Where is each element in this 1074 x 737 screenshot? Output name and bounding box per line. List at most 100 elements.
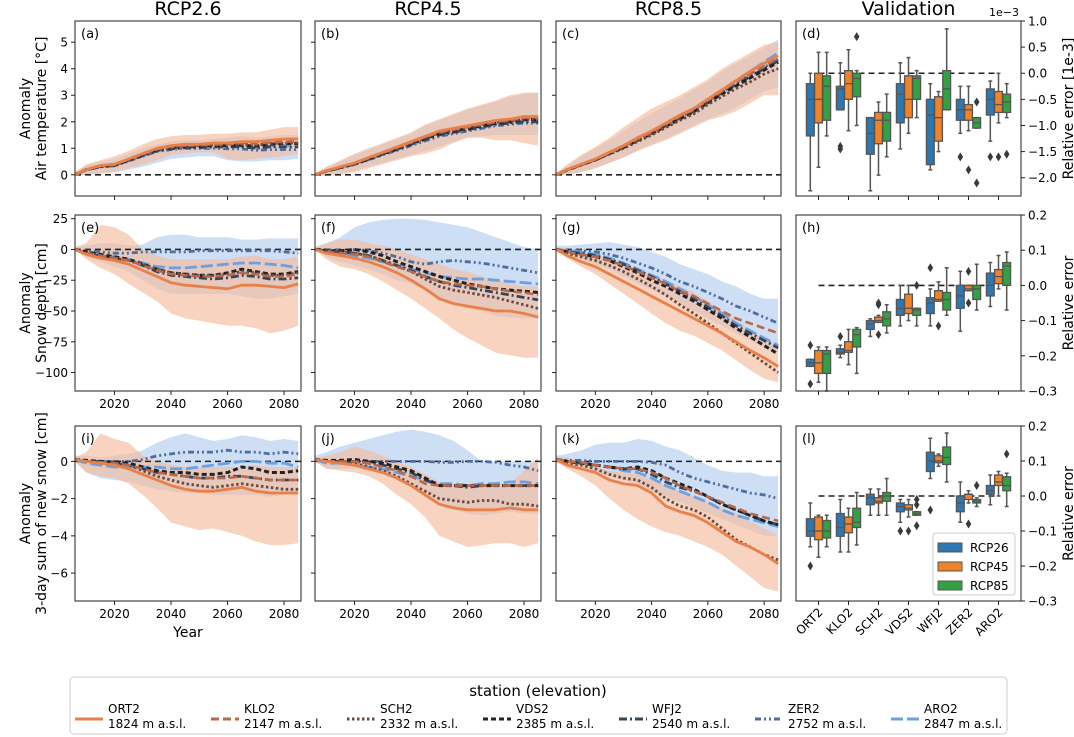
legend-station-elevation: 1824 m a.s.l. [108,717,186,731]
panel-label: (i) [81,432,95,447]
outlier-marker [913,500,920,510]
outlier-marker [913,521,920,531]
outlier-marker [905,526,912,536]
y-tick-label: 4 [60,62,68,76]
y-tick-label: −25 [43,274,68,288]
legend-station-name: ARO2 [924,702,958,716]
legend-station-elevation: 2540 m a.s.l. [652,717,730,731]
boxplot-RCP85-ZER2 [972,481,982,508]
row-ylabel-line2: 3-day sum of new snow [cm] [34,412,50,615]
panel-label: (f) [321,221,336,236]
boxplot-RCP85-ORT2 [822,514,832,548]
series-line-ORT2 [75,137,299,177]
validation-ylabel: Relative error [1061,255,1074,350]
boxplot-RCP45-KLO2 [843,48,854,132]
box [903,75,914,119]
legend-label-RCP85: RCP85 [970,579,1009,593]
boxplot-RCP45-KLO2 [843,507,854,553]
y-tick-label: 0.0 [1028,490,1047,504]
y-tick-label: 0.0 [1028,67,1047,81]
outlier-marker [1003,149,1010,159]
box [805,83,815,137]
boxplot-RCP26-WFJ2 [925,437,935,515]
y-tick-label: 0 [60,168,68,182]
box [813,516,824,541]
plot-area [556,39,781,177]
x-tick-label: 2040 [396,607,427,621]
box [1002,93,1012,114]
boxplot-RCP85-KLO2 [852,491,862,546]
panel-label: (b) [321,27,339,42]
station-tick-label: ARO2 [972,605,1006,639]
station-tick-label: WFJ2 [915,605,946,636]
series-line-ORT2 [315,248,539,319]
boxplot-RCP85-ARO2 [1002,449,1012,508]
uncertainty-band-ORT2 [556,457,779,592]
series-line-ORT2 [315,115,539,177]
panel-l [795,425,1025,605]
series-line-KLO2 [75,458,299,482]
boxplot-RCP45-ARO2 [993,254,1004,290]
panel-label: (d) [802,27,820,42]
box [822,75,832,121]
box [925,98,935,166]
series-line-ORT2 [315,458,539,512]
boxplot-RCP85-ORT2 [822,346,832,392]
box [933,96,944,142]
series-line-KLO2 [315,248,539,297]
boxplot-RCP26-KLO2 [835,331,845,359]
outlier-marker [927,505,934,515]
axes-frame [555,425,782,602]
box [882,491,892,502]
boxplot-RCP26-ORT2 [805,72,815,192]
outlier-marker [973,178,980,188]
series-line-ORT2 [556,458,779,565]
series-line-VDS2 [315,248,539,294]
y-tick-label: 2 [60,115,68,129]
plot-area [315,218,541,358]
outlier-marker [957,152,964,162]
boxplot-RCP45-ORT2 [813,346,824,383]
outlier-marker [875,330,882,340]
boxplot-RCP45-ARO2 [993,470,1004,497]
x-tick-label: 2020 [99,397,130,411]
boxplot-RCP26-ZER2 [955,270,965,332]
series-line-ORT2 [75,248,299,291]
y-tick-label: −0.5 [1028,93,1057,107]
series-line-SCH2 [75,248,299,277]
axes-frame [314,425,542,602]
x-tick-label: 2060 [212,607,243,621]
boxplot-RCP26-SCH2 [865,488,875,516]
box [835,85,845,111]
boxplot-RCP45-ZER2 [963,490,974,529]
outlier-marker [973,481,980,490]
uncertainty-band-ORT2 [556,42,779,175]
x-tick-label: 2080 [269,607,300,621]
y-tick-label: −0.2 [1028,560,1057,574]
box [895,502,905,513]
row-ylabel-line2: Air temperature [°C] [34,37,50,181]
series-line-ZER2 [556,248,779,325]
boxplot-RCP85-VDS2 [912,495,922,531]
boxplot-RCP26-WFJ2 [925,82,935,171]
station-tick-label: VDS2 [883,605,916,638]
box [843,516,854,534]
x-tick-label: 2040 [156,397,187,411]
boxplot-RCP45-SCH2 [873,101,884,176]
boxplot-RCP45-KLO2 [843,328,854,366]
y-tick-label: −100 [35,366,68,380]
panel-label: (h) [802,221,820,236]
box [852,72,862,98]
y-tick-label: −2 [50,492,68,506]
outlier-marker [965,266,972,276]
panel-a [71,20,302,200]
box [843,69,854,101]
box [835,348,845,355]
x-tick-label: 2080 [749,607,780,621]
legend-swatch-RCP26 [937,542,963,553]
axes-frame [314,20,542,197]
station-tick-label: SCH2 [853,605,886,638]
legend-title: station (elevation) [469,682,607,700]
boxplot-RCP45-VDS2 [903,56,914,135]
